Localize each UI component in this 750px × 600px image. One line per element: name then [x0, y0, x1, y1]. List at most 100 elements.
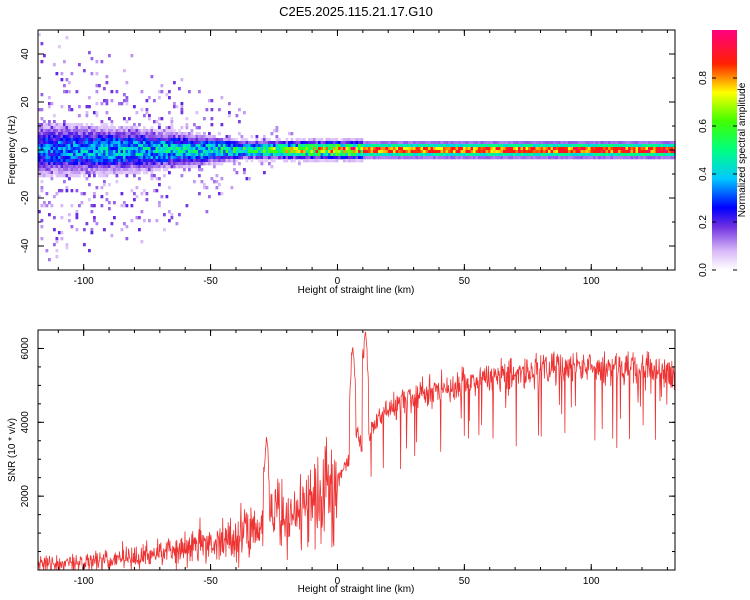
spectrogram-cell — [170, 159, 174, 163]
spectrogram-cell — [175, 132, 179, 136]
spectrogram-cell — [153, 129, 156, 133]
spectrogram-cell — [330, 150, 334, 154]
spectrogram-cell — [525, 153, 529, 157]
spectrogram-cell — [45, 156, 49, 160]
spectrogram-cell — [120, 102, 124, 106]
spectrogram-cell — [568, 144, 571, 148]
spectrogram-cell — [208, 138, 211, 142]
spectrogram-cell — [93, 219, 96, 223]
spectrogram-cell — [143, 138, 146, 142]
spectrogram-cell — [515, 153, 519, 157]
spectrogram-cell — [173, 105, 176, 109]
spectrogram-cell — [65, 162, 69, 166]
spectrogram-cell — [103, 129, 106, 133]
spectrogram-cell — [570, 144, 574, 148]
spectrogram-cell — [373, 147, 376, 151]
spectrogram-cell — [133, 159, 136, 163]
spectrogram-cell — [613, 141, 616, 145]
spectrogram-cell — [608, 153, 611, 157]
spectrogram-cell — [575, 147, 579, 151]
spectrogram-cell — [208, 99, 211, 103]
spectrogram-cell — [418, 144, 421, 148]
spectrogram-cell — [643, 147, 646, 151]
spectrogram-cell — [218, 147, 221, 151]
spectrogram-cell — [180, 153, 184, 157]
spectrogram-cell — [585, 141, 589, 145]
spectrogram-cell — [40, 150, 44, 154]
spectrogram-cell — [198, 165, 201, 169]
spectrogram-cell — [178, 147, 181, 151]
spectrogram-cell — [585, 153, 589, 157]
spectrogram-cell — [328, 147, 331, 151]
spectrogram-cell — [128, 132, 131, 136]
spectrogram-cell — [43, 159, 46, 163]
spectrogram-cell — [208, 132, 211, 136]
spectrogram-cell — [70, 135, 74, 139]
spectrogram-cell — [398, 153, 401, 157]
spectrogram-cell — [353, 138, 356, 142]
spectrogram-cell — [473, 153, 476, 157]
spectrogram-cell — [110, 138, 114, 142]
spectrogram-cell — [215, 138, 219, 142]
spectrogram-cell — [668, 141, 671, 145]
spectrogram-cell — [85, 138, 89, 142]
colorbar-tick-label: 0.0 — [698, 263, 709, 277]
spectrogram-cell — [348, 159, 351, 163]
spectrogram-cell — [123, 162, 126, 166]
spectrogram-cell — [250, 141, 254, 145]
spectrogram-cell — [83, 144, 86, 148]
spectrogram-cell — [308, 159, 311, 163]
spectrogram-cell — [293, 159, 296, 163]
spectrogram-cell — [123, 141, 126, 145]
spectrogram-cell — [113, 150, 116, 154]
spectrogram-cell — [58, 129, 61, 133]
spectrogram-cell — [205, 135, 209, 139]
spectrogram-cell — [448, 156, 451, 160]
spectrogram-cell — [145, 111, 149, 115]
spectrogram-cell — [83, 153, 86, 157]
spectrogram-cell — [645, 141, 649, 145]
spectrogram-cell — [585, 147, 589, 151]
spectrogram-cell — [418, 156, 421, 160]
spectrogram-cell — [225, 150, 229, 154]
colorbar-tick-label: 0.2 — [698, 215, 709, 229]
spectrogram-cell — [175, 147, 179, 151]
spectrogram-cell — [523, 156, 526, 160]
spectrogram-cell — [100, 204, 104, 208]
spectrogram-cell — [428, 144, 431, 148]
spectrogram-cell — [553, 156, 556, 160]
snr-series-line — [37, 331, 676, 571]
spectrogram-cell — [425, 156, 429, 160]
spectrogram-cell — [315, 144, 319, 148]
spectrogram-cell — [133, 141, 136, 145]
spectrogram-cell — [213, 141, 216, 145]
spectrogram-cell — [145, 162, 149, 166]
spectrogram-cell — [63, 132, 66, 136]
spectrogram-cell — [138, 156, 141, 160]
spectrogram-cell — [108, 138, 111, 142]
spectrogram-cell — [105, 198, 109, 202]
spectrogram-cell — [280, 150, 284, 154]
snr-x-axis: -100 -50 0 50 100 — [57, 330, 668, 587]
spectrogram-cell — [113, 156, 116, 160]
spectrogram-cell — [615, 156, 619, 160]
spectrogram-cell — [330, 141, 334, 145]
spectrogram-cell — [430, 156, 434, 160]
spectrogram-cell — [658, 153, 661, 157]
spectrogram-cell — [100, 156, 104, 160]
spectrogram-cell — [468, 141, 471, 145]
spectrogram-cell — [310, 141, 314, 145]
spectrogram-cell — [203, 156, 206, 160]
spectrogram-cell — [178, 165, 181, 169]
spectrogram-cell — [103, 150, 106, 154]
spectrogram-cell — [165, 153, 169, 157]
spectrogram-cell — [123, 126, 126, 130]
spectrogram-cell — [133, 150, 136, 154]
spectrogram-cell — [138, 150, 141, 154]
spectrogram-cell — [453, 144, 456, 148]
spectrogram-cell — [290, 141, 294, 145]
spectrogram-cell — [88, 147, 91, 151]
spectrogram-cell — [228, 141, 231, 145]
spectrogram-cell — [538, 144, 541, 148]
spectrogram-cell — [275, 147, 279, 151]
